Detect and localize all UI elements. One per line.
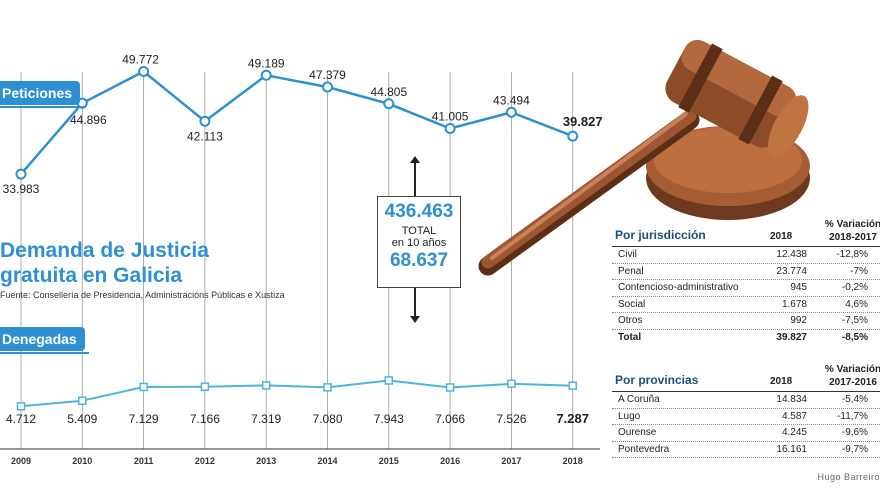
x-tick-label: 2011 <box>134 456 154 466</box>
table-row: Otros 992 -7,5% <box>612 313 880 330</box>
data-point <box>15 168 27 180</box>
total-denied-value: 68.637 <box>389 250 449 271</box>
table-header: Por jurisdicción 2018 % Variación 2018-20… <box>612 216 880 247</box>
data-label: 7.287 <box>556 411 589 426</box>
data-label: 7.319 <box>251 412 281 426</box>
data-point <box>567 130 579 142</box>
data-point <box>261 381 271 390</box>
data-point <box>200 382 210 391</box>
data-label: 7.066 <box>435 412 465 426</box>
data-point <box>568 381 577 390</box>
data-label: 4.712 <box>6 412 36 426</box>
table-row: Ourense 4.245 -9,6% <box>612 425 880 442</box>
x-tick-label: 2014 <box>317 456 337 466</box>
data-point <box>445 383 455 392</box>
data-label: 44.805 <box>370 85 407 99</box>
series-denegadas: 4.712 5.409 7.129 7.166 7.319 7.080 7.943 7.066… <box>6 376 589 426</box>
data-label: 33.983 <box>3 182 40 196</box>
table-header: Por provincias 2018 % Variación 2017-2016 <box>612 361 880 392</box>
table-row: Social 1.678 4,6% <box>612 297 880 313</box>
x-tick-label: 2013 <box>256 456 276 466</box>
x-tick-label: 2012 <box>195 456 215 466</box>
data-label: 5.409 <box>67 412 97 426</box>
series-peticiones: 33.983 44.896 49.772 42.113 49.189 47.379 44.8… <box>3 52 603 196</box>
total-sublabel: en 10 años <box>391 237 447 249</box>
total-requests-value: 436.463 <box>384 201 454 222</box>
data-label: 43.494 <box>493 93 530 107</box>
x-tick-label: 2009 <box>11 456 31 466</box>
data-label: 49.772 <box>122 52 159 66</box>
data-point <box>78 396 87 405</box>
series-line <box>20 379 573 408</box>
x-tick-label: 2018 <box>563 456 583 466</box>
data-point <box>138 65 150 77</box>
arrow-up-icon <box>410 156 420 196</box>
author-credit: Hugo Barreiro <box>817 472 880 482</box>
x-tick-label: 2016 <box>440 456 460 466</box>
total-summary-box: 436.463 TOTAL en 10 años 68.637 <box>377 196 461 288</box>
total-label: TOTAL <box>401 225 437 237</box>
col-variation: % Variación 2018-2017 <box>824 219 880 243</box>
source-note: Fuente: Consellería de Presidencia, Admi… <box>0 290 285 300</box>
data-point <box>505 106 517 118</box>
table-jurisdiccion: Por jurisdicción 2018 % Variación 2018-20… <box>612 216 880 345</box>
judge-gavel-icon <box>478 39 810 276</box>
data-label: 7.943 <box>374 412 404 426</box>
table-provincias: Por provincias 2018 % Variación 2017-2016… <box>612 361 880 458</box>
x-tick-label: 2010 <box>72 456 92 466</box>
table-row: Pontevedra 16.161 -9,7% <box>612 442 880 458</box>
data-point <box>16 402 26 411</box>
data-label: 7.526 <box>496 412 526 426</box>
col-variation: % Variación 2017-2016 <box>824 364 880 388</box>
data-point <box>383 98 395 110</box>
data-label: 41.005 <box>432 109 469 123</box>
table-row: Civil 12.438 -12,8% <box>612 247 880 264</box>
data-label: 49.189 <box>248 56 285 70</box>
table-title: Por provincias <box>615 373 699 387</box>
data-point <box>444 122 456 134</box>
table-row: Lugo 4.587 -11,7% <box>612 409 880 425</box>
data-label: 39.827 <box>563 114 603 129</box>
table-row: A Coruña 14.834 -5,4% <box>612 392 880 409</box>
data-point <box>384 376 394 385</box>
data-label: 7.080 <box>312 412 342 426</box>
data-point <box>322 81 333 93</box>
chart-title-line2: gratuita en Galicia <box>0 264 183 287</box>
col-year: 2018 <box>770 376 793 387</box>
x-tick-label: 2015 <box>379 456 399 466</box>
data-point <box>323 383 332 392</box>
table-total-row: Total 39.827 -8,5% <box>618 331 868 343</box>
data-label: 44.896 <box>70 113 107 127</box>
arrow-down-icon <box>410 287 420 323</box>
x-axis-tick-labels: 2009 2010 2011 2012 2013 2014 2015 2016 2017 2018 <box>11 456 583 466</box>
data-point <box>260 69 272 81</box>
data-point <box>199 115 211 127</box>
chart-title-line1: Demanda de Justicia <box>0 239 209 262</box>
data-label: 7.129 <box>129 412 159 426</box>
col-year: 2018 <box>770 231 793 242</box>
data-label: 47.379 <box>309 68 346 82</box>
table-row: Penal 23.774 -7% <box>612 264 880 280</box>
series-line <box>20 70 574 175</box>
series-tag-peticiones: Peticiones <box>0 81 85 108</box>
table-row: Contencioso-administrativo 945 -0,2% <box>612 280 880 297</box>
data-label: 7.166 <box>190 412 220 426</box>
data-point <box>507 379 516 389</box>
x-tick-label: 2017 <box>501 456 521 466</box>
data-point <box>139 382 148 392</box>
data-label: 42.113 <box>187 129 223 143</box>
series-tag-denegadas: Denegadas <box>0 327 89 354</box>
table-title: Por jurisdicción <box>615 228 706 242</box>
